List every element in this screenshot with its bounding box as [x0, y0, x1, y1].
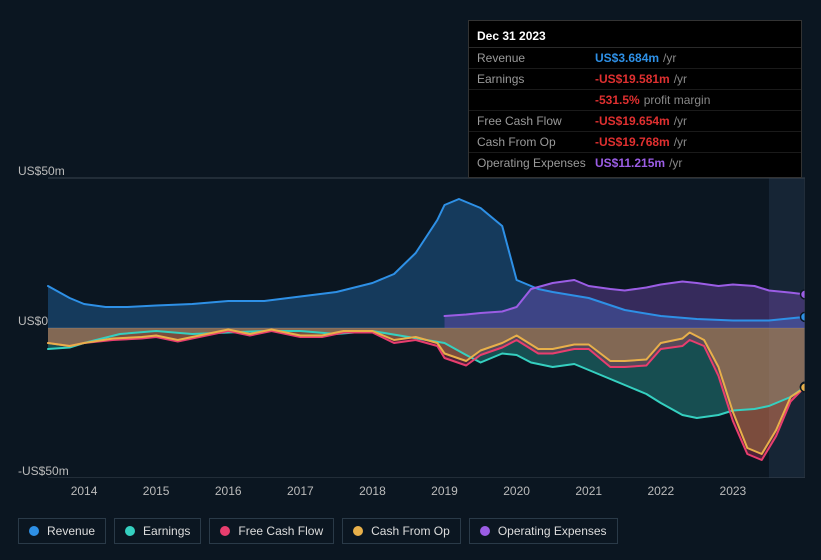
legend-label: Free Cash Flow: [238, 524, 323, 538]
tooltip-row-label: Cash From Op: [477, 135, 595, 149]
x-tick-label: 2017: [287, 484, 314, 498]
tooltip-row-suffix: /yr: [674, 135, 687, 149]
financials-tooltip: Dec 31 2023 RevenueUS$3.684m/yrEarnings-…: [468, 20, 802, 178]
tooltip-row-label: Earnings: [477, 72, 595, 86]
x-tick-label: 2014: [71, 484, 98, 498]
financials-chart[interactable]: US$50mUS$0-US$50m 2014201520162017201820…: [18, 158, 805, 498]
tooltip-row: Earnings-US$19.581m/yr: [469, 69, 801, 90]
x-tick-label: 2023: [720, 484, 747, 498]
tooltip-row-value: US$11.215m: [595, 156, 665, 170]
chart-svg: [18, 158, 805, 478]
tooltip-row: Cash From Op-US$19.768m/yr: [469, 132, 801, 153]
legend-label: Earnings: [143, 524, 190, 538]
tooltip-row-label: Operating Expenses: [477, 156, 595, 170]
tooltip-row-value: -US$19.581m: [595, 72, 670, 86]
tooltip-row-value: US$3.684m: [595, 51, 659, 65]
tooltip-row-suffix: /yr: [674, 72, 687, 86]
x-tick-label: 2019: [431, 484, 458, 498]
x-tick-label: 2020: [503, 484, 530, 498]
legend-item[interactable]: Operating Expenses: [469, 518, 618, 544]
tooltip-date: Dec 31 2023: [469, 25, 801, 48]
tooltip-row-suffix: /yr: [674, 114, 687, 128]
tooltip-row-suffix: /yr: [663, 51, 676, 65]
legend-swatch: [125, 526, 135, 536]
x-tick-label: 2018: [359, 484, 386, 498]
series-dot-cash_from_op[interactable]: [801, 383, 806, 392]
legend-swatch: [353, 526, 363, 536]
legend-swatch: [29, 526, 39, 536]
tooltip-row-suffix: profit margin: [644, 93, 711, 107]
series-dot-op_exp[interactable]: [801, 290, 806, 299]
tooltip-row-value: -US$19.654m: [595, 114, 670, 128]
legend-strip: Revenue Earnings Free Cash Flow Cash From O…: [18, 518, 618, 544]
legend-swatch: [220, 526, 230, 536]
legend-item[interactable]: Cash From Op: [342, 518, 461, 544]
legend-item[interactable]: Free Cash Flow: [209, 518, 334, 544]
series-dot-revenue[interactable]: [801, 312, 806, 321]
x-tick-label: 2015: [143, 484, 170, 498]
tooltip-row-value: -US$19.768m: [595, 135, 670, 149]
legend-label: Cash From Op: [371, 524, 450, 538]
tooltip-row: RevenueUS$3.684m/yr: [469, 48, 801, 69]
legend-label: Operating Expenses: [498, 524, 607, 538]
x-tick-label: 2021: [575, 484, 602, 498]
tooltip-row: -531.5% profit margin: [469, 90, 801, 111]
tooltip-row: Free Cash Flow-US$19.654m/yr: [469, 111, 801, 132]
tooltip-row-suffix: /yr: [669, 156, 682, 170]
tooltip-row-label: Free Cash Flow: [477, 114, 595, 128]
tooltip-row-label: Revenue: [477, 51, 595, 65]
legend-item[interactable]: Revenue: [18, 518, 106, 544]
legend-swatch: [480, 526, 490, 536]
x-tick-label: 2022: [647, 484, 674, 498]
tooltip-row-value: -531.5%: [595, 93, 640, 107]
tooltip-row: Operating ExpensesUS$11.215m/yr: [469, 153, 801, 173]
legend-label: Revenue: [47, 524, 95, 538]
x-tick-label: 2016: [215, 484, 242, 498]
legend-item[interactable]: Earnings: [114, 518, 201, 544]
